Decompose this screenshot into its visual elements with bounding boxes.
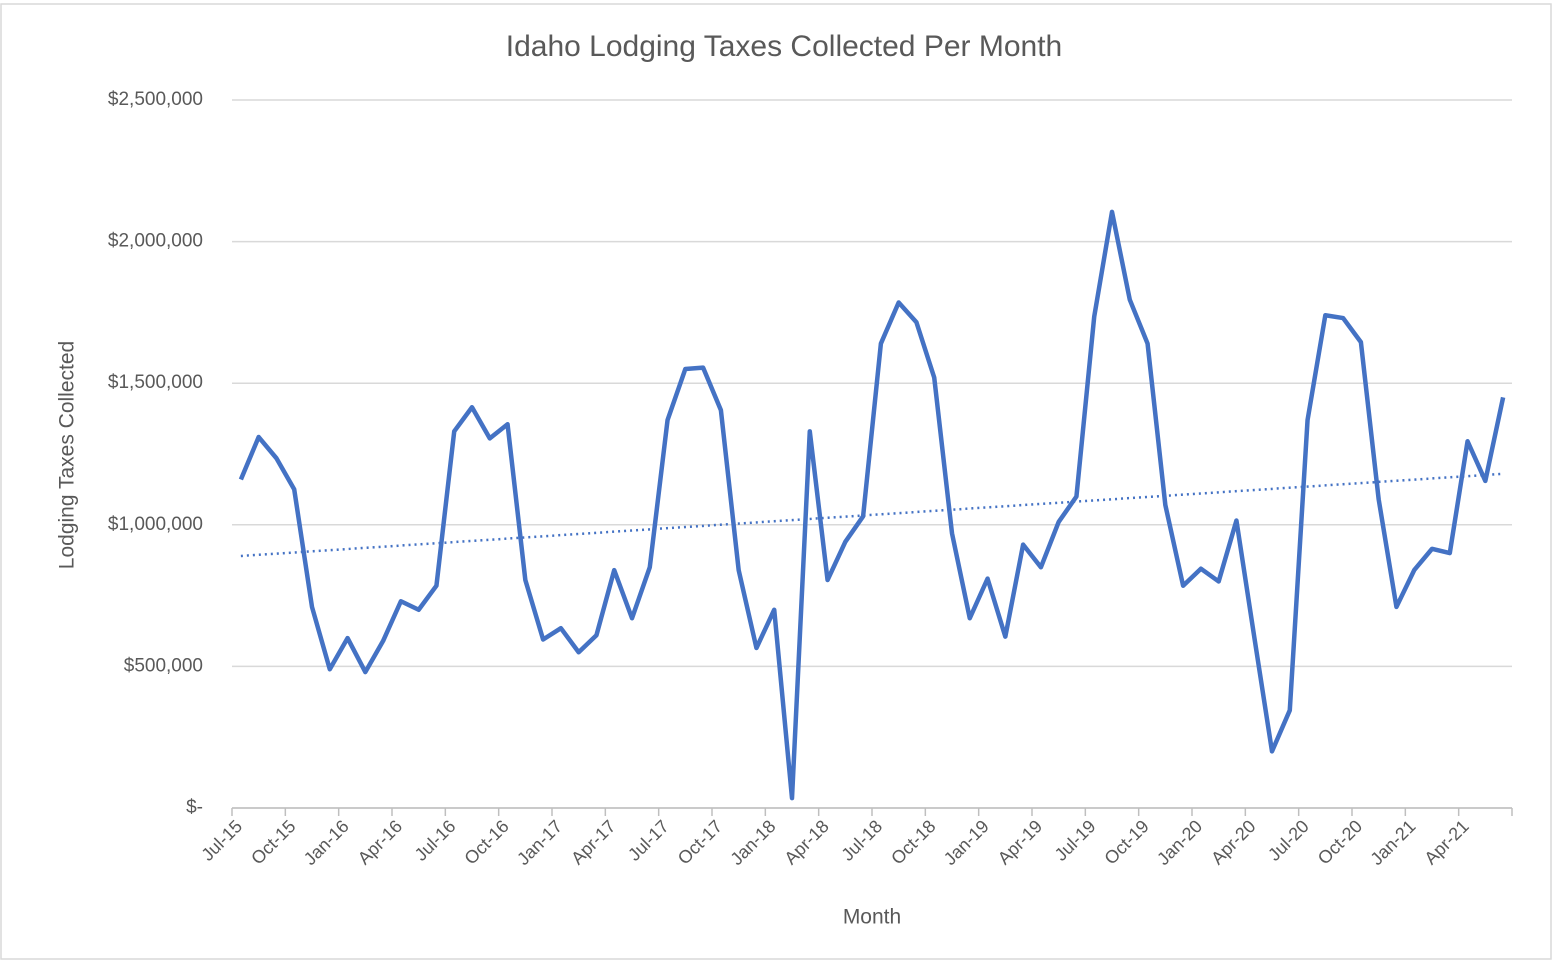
y-tick-label: $1,000,000: [108, 514, 203, 535]
y-tick-label: $2,000,000: [108, 231, 203, 252]
x-axis-label: Month: [843, 906, 901, 929]
y-axis-label: Lodging Taxes Collected: [56, 341, 79, 569]
y-tick-label: $2,500,000: [108, 89, 203, 110]
y-tick-label: $1,500,000: [108, 372, 203, 393]
y-tick-label: $-: [186, 797, 203, 818]
trendline: [240, 472, 1504, 558]
chart-frame: [0, 3, 1552, 960]
data-line: [238, 209, 1506, 801]
chart-title: Idaho Lodging Taxes Collected Per Month: [506, 30, 1062, 63]
y-tick-label: $500,000: [124, 655, 203, 676]
